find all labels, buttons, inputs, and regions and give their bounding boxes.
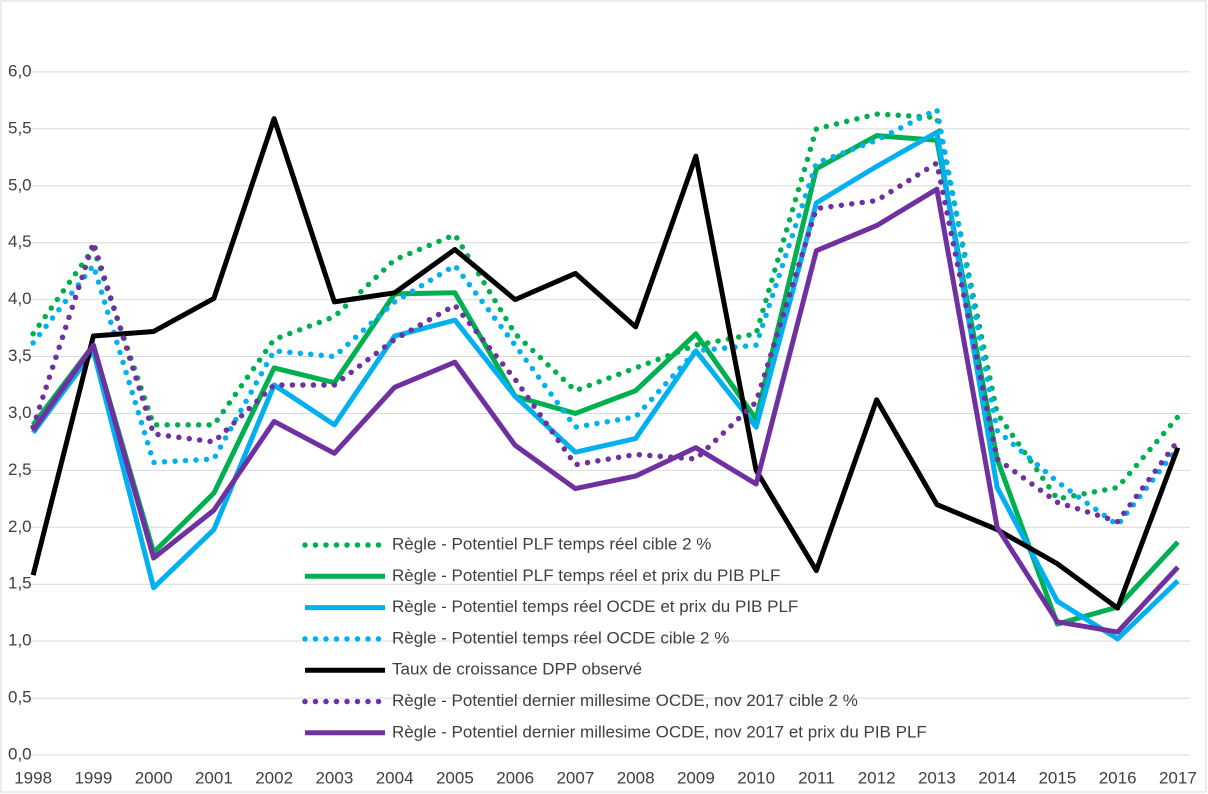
x-tick-label: 2016 [1099,768,1137,787]
y-tick-label: 1,5 [8,574,32,593]
legend-label: Règle - Potentiel temps réel OCDE cible … [392,628,729,647]
x-tick-label: 2003 [315,768,353,787]
x-tick-label: 2001 [195,768,233,787]
x-tick-label: 2013 [918,768,956,787]
legend-label: Règle - Potentiel dernier millesime OCDE… [392,722,927,741]
x-tick-label: 2000 [135,768,173,787]
x-tick-label: 2008 [617,768,655,787]
x-tick-label: 2009 [677,768,715,787]
x-tick-label: 2017 [1159,768,1197,787]
legend-label: Règle - Potentiel dernier millesime OCDE… [392,691,858,710]
x-tick-label: 2015 [1038,768,1076,787]
x-tick-label: 2011 [798,768,835,787]
series-line [30,158,1181,525]
x-tick-label: 1999 [74,768,112,787]
x-tick-label: 2007 [556,768,594,787]
legend-label: Règle - Potentiel PLF temps réel et prix… [392,566,780,585]
series-line [30,111,1181,502]
y-tick-label: 3,5 [8,346,32,365]
series-line [30,116,1181,611]
y-tick-label: 4,0 [8,289,32,308]
legend-label: Règle - Potentiel temps réel OCDE et pri… [392,597,798,616]
x-tick-label: 2006 [496,768,534,787]
y-tick-label: 6,0 [8,61,32,80]
x-tick-label: 2002 [255,768,293,787]
y-tick-label: 2,0 [8,517,32,536]
x-tick-label: 2010 [737,768,775,787]
y-tick-label: 5,0 [8,175,32,194]
y-tick-label: 5,5 [8,118,32,137]
y-tick-label: 0,0 [8,744,32,763]
x-tick-label: 1998 [14,768,52,787]
series-line [31,186,1180,635]
x-tick-label: 2012 [858,768,896,787]
x-tick-label: 2014 [978,768,1016,787]
y-tick-label: 1,0 [8,631,32,650]
legend-label: Règle - Potentiel PLF temps réel cible 2… [392,534,711,553]
series-line [31,129,1180,642]
x-tick-label: 2004 [376,768,414,787]
y-tick-label: 3,0 [8,403,32,422]
y-tick-label: 0,5 [8,688,32,707]
series-line [30,105,1181,529]
y-tick-label: 4,5 [8,232,32,251]
legend-label: Taux de croissance DPP observé [392,660,642,679]
x-tick-label: 2005 [436,768,474,787]
y-tick-label: 2,5 [8,460,32,479]
